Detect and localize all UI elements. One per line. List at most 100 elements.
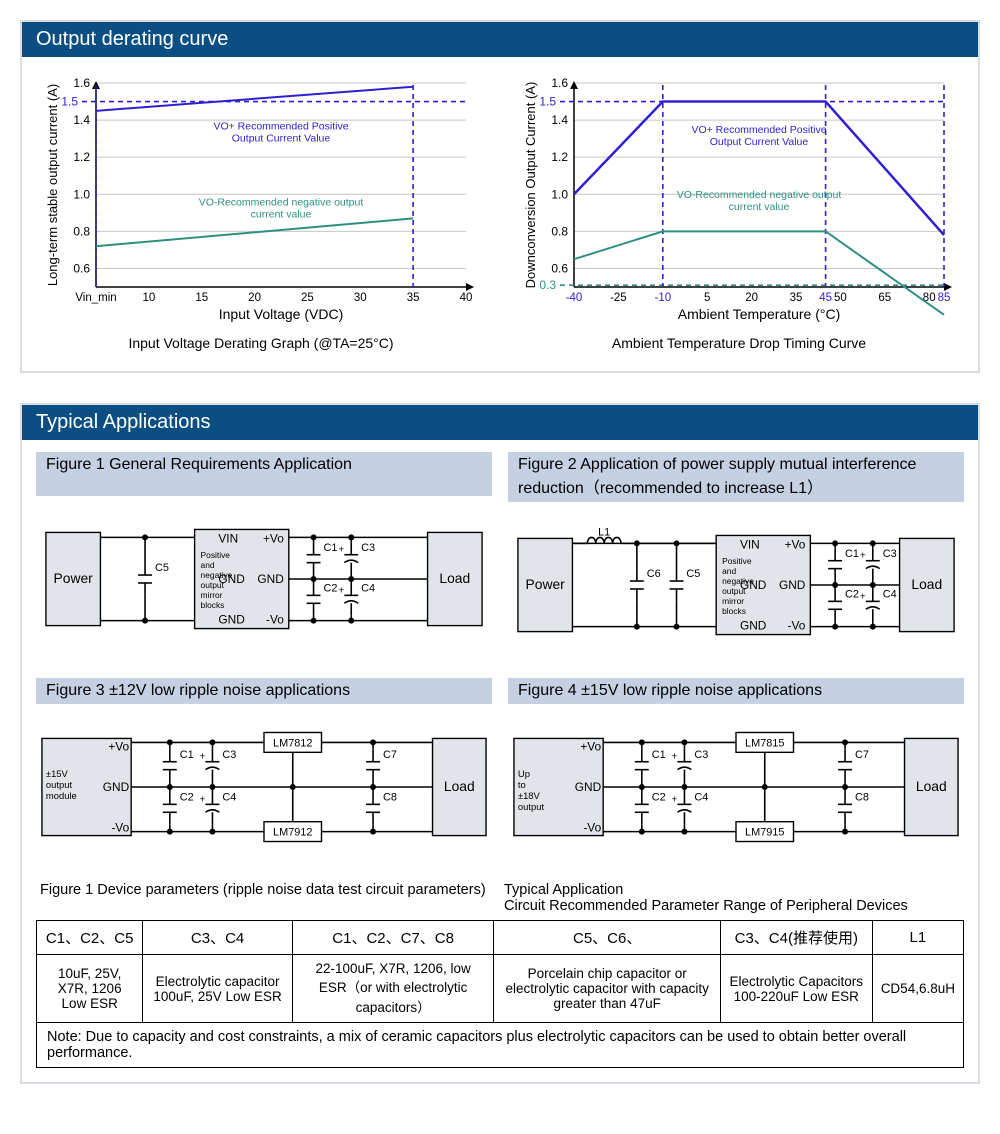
svg-text:Ambient Temperature (°C): Ambient Temperature (°C) xyxy=(678,306,841,322)
chart-1: 0.60.81.01.21.41.6Vin_min101520253035401… xyxy=(41,73,481,333)
svg-text:blocks: blocks xyxy=(201,600,225,610)
svg-text:LM7812: LM7812 xyxy=(273,737,312,749)
svg-text:GND: GND xyxy=(740,619,766,633)
cell: 22-100uF, X7R, 1206, low ESR（or with ele… xyxy=(292,955,494,1023)
svg-text:25: 25 xyxy=(301,292,314,304)
chart-2-wrap: 0.60.81.01.21.41.6-40-25-105203545506580… xyxy=(510,73,968,351)
svg-text:Long-term stable output curren: Long-term stable output current (A) xyxy=(45,84,60,286)
svg-text:C2: C2 xyxy=(652,791,666,803)
svg-text:+: + xyxy=(338,545,344,556)
svg-text:85: 85 xyxy=(938,292,951,304)
svg-text:1.0: 1.0 xyxy=(551,187,568,201)
svg-text:50: 50 xyxy=(834,292,847,304)
note: Note: Due to capacity and cost constrain… xyxy=(36,1023,964,1068)
svg-text:+: + xyxy=(200,794,206,805)
svg-text:1.6: 1.6 xyxy=(551,76,568,90)
svg-text:LM7912: LM7912 xyxy=(273,827,312,839)
col-header: C1、C2、C7、C8 xyxy=(292,921,494,955)
svg-text:C4: C4 xyxy=(694,791,708,803)
svg-text:C3: C3 xyxy=(694,749,708,761)
svg-text:current value: current value xyxy=(729,201,790,213)
svg-text:15: 15 xyxy=(195,292,208,304)
svg-text:-Vo: -Vo xyxy=(111,821,129,835)
svg-text:0.3: 0.3 xyxy=(539,278,556,292)
fig3: Figure 3 ±12V low ripple noise applicati… xyxy=(36,678,492,870)
svg-text:GND: GND xyxy=(257,572,283,586)
svg-text:VO+ Recommended Positive: VO+ Recommended Positive xyxy=(213,120,348,132)
fig3-title: Figure 3 ±12V low ripple noise applicati… xyxy=(36,678,492,704)
svg-text:1.2: 1.2 xyxy=(551,150,568,164)
cell: 10uF, 25V, X7R, 1206 Low ESR xyxy=(37,955,143,1023)
cell: Electrolytic Capacitors 100-220uF Low ES… xyxy=(720,955,872,1023)
svg-text:C2: C2 xyxy=(845,588,859,600)
svg-text:Power: Power xyxy=(526,576,566,592)
svg-text:1.4: 1.4 xyxy=(73,113,90,127)
fig3-circuit: ±15Voutputmodule+VoGND-VoLoadC1+C3C2+C4L… xyxy=(36,710,492,865)
svg-text:+: + xyxy=(860,551,866,562)
fig4-circuit: Upto±18Voutput+VoGND-VoLoadC1+C3C2+C4LM7… xyxy=(508,710,964,865)
svg-text:+: + xyxy=(200,752,206,763)
svg-text:1.5: 1.5 xyxy=(539,95,556,109)
svg-text:+Vo: +Vo xyxy=(263,531,284,545)
svg-text:GND: GND xyxy=(575,780,601,794)
svg-text:0.6: 0.6 xyxy=(551,261,568,275)
svg-text:Input Voltage (VDC): Input Voltage (VDC) xyxy=(219,306,344,322)
svg-text:-40: -40 xyxy=(566,292,583,304)
svg-text:+: + xyxy=(338,585,344,596)
svg-text:VO-Recommended negative output: VO-Recommended negative output xyxy=(199,196,364,208)
col-header: C1、C2、C5 xyxy=(37,921,143,955)
svg-text:-Vo: -Vo xyxy=(266,613,284,627)
table-title-left: Figure 1 Device parameters (ripple noise… xyxy=(36,880,500,916)
fig2: Figure 2 Application of power supply mut… xyxy=(508,452,964,668)
cell: Porcelain chip capacitor or electrolytic… xyxy=(494,955,720,1023)
svg-text:Load: Load xyxy=(911,576,942,592)
svg-text:and: and xyxy=(201,560,215,570)
svg-text:65: 65 xyxy=(878,292,891,304)
svg-text:C3: C3 xyxy=(883,548,897,560)
svg-text:35: 35 xyxy=(790,292,803,304)
svg-text:Up: Up xyxy=(518,768,530,779)
svg-text:40: 40 xyxy=(460,292,473,304)
svg-text:C1: C1 xyxy=(323,542,337,554)
svg-text:C2: C2 xyxy=(180,791,194,803)
svg-text:C2: C2 xyxy=(323,582,337,594)
fig2-title: Figure 2 Application of power supply mut… xyxy=(508,452,964,502)
fig1-circuit: PowerVIN+VoGNDGNDGND-VoPositiveandnegati… xyxy=(36,502,492,657)
svg-text:VIN: VIN xyxy=(218,531,238,545)
svg-text:C3: C3 xyxy=(361,542,375,554)
svg-text:VIN: VIN xyxy=(740,537,760,551)
svg-text:10: 10 xyxy=(142,292,155,304)
svg-text:GND: GND xyxy=(779,578,805,592)
svg-text:Power: Power xyxy=(54,570,94,586)
svg-text:1.0: 1.0 xyxy=(73,187,90,201)
chart-1-wrap: 0.60.81.01.21.41.6Vin_min101520253035401… xyxy=(32,73,490,351)
svg-text:30: 30 xyxy=(354,292,367,304)
svg-text:GND: GND xyxy=(218,613,244,627)
svg-text:current value: current value xyxy=(251,208,312,220)
svg-text:0.8: 0.8 xyxy=(73,224,90,238)
svg-text:+Vo: +Vo xyxy=(108,739,129,753)
fig4-title: Figure 4 ±15V low ripple noise applicati… xyxy=(508,678,964,704)
svg-text:1.4: 1.4 xyxy=(551,113,568,127)
fig1-title: Figure 1 General Requirements Applicatio… xyxy=(36,452,492,496)
cell: Electrolytic capacitor 100uF, 25V Low ES… xyxy=(143,955,292,1023)
svg-text:VO-Recommended negative output: VO-Recommended negative output xyxy=(677,189,842,201)
svg-text:L1: L1 xyxy=(598,526,610,538)
svg-text:1.5: 1.5 xyxy=(61,95,78,109)
col-header: C3、C4(推荐使用) xyxy=(720,921,872,955)
svg-text:C1: C1 xyxy=(180,749,194,761)
svg-text:C6: C6 xyxy=(647,568,661,580)
svg-text:blocks: blocks xyxy=(722,606,746,616)
svg-text:LM7915: LM7915 xyxy=(745,827,784,839)
svg-text:and: and xyxy=(722,566,736,576)
svg-text:+Vo: +Vo xyxy=(580,739,601,753)
svg-text:LM7815: LM7815 xyxy=(745,737,784,749)
svg-text:+: + xyxy=(860,591,866,602)
apps-panel: Typical Applications Figure 1 General Re… xyxy=(20,403,980,1084)
svg-text:Load: Load xyxy=(444,778,475,794)
svg-text:0.8: 0.8 xyxy=(551,224,568,238)
svg-text:20: 20 xyxy=(248,292,261,304)
svg-text:1.2: 1.2 xyxy=(73,150,90,164)
svg-text:C5: C5 xyxy=(155,562,169,574)
svg-text:+: + xyxy=(672,752,678,763)
